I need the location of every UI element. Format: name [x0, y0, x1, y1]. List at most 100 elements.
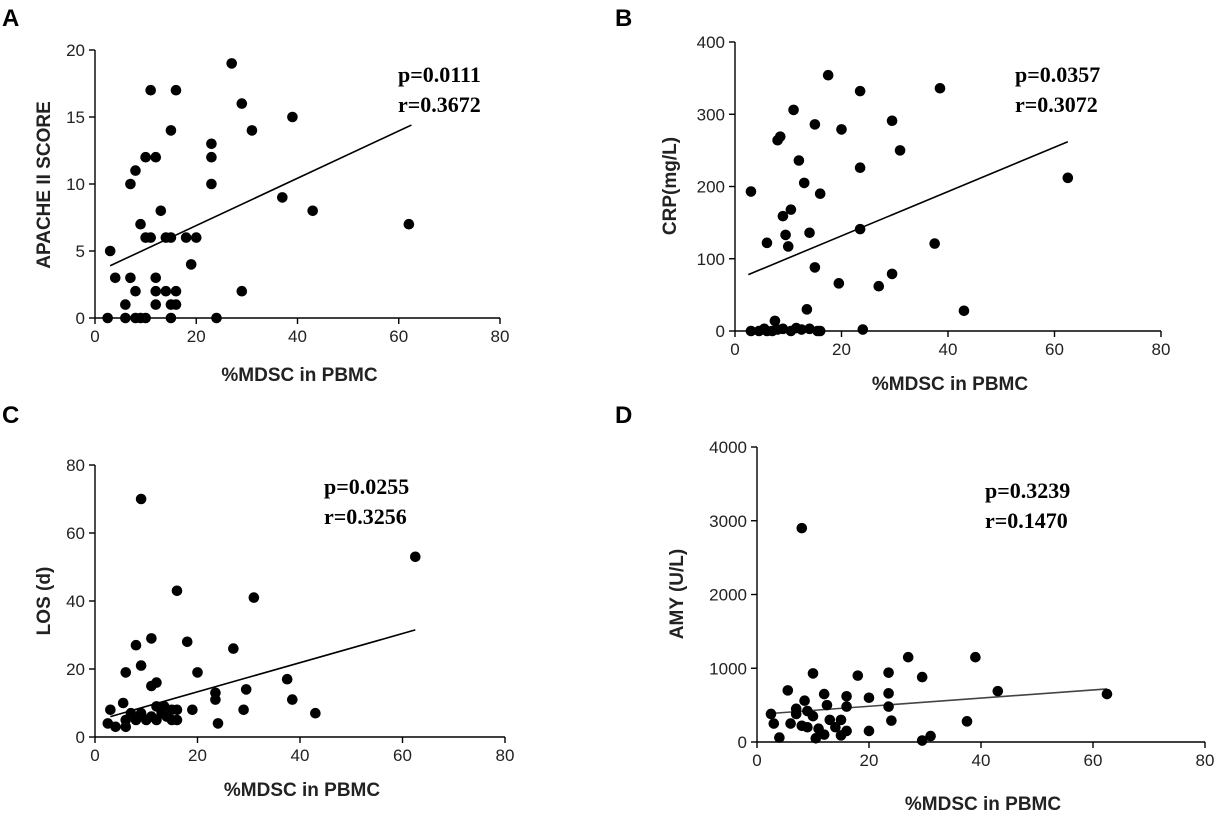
data-point	[774, 732, 785, 743]
data-point	[765, 708, 777, 720]
x-tick-label: 20	[188, 746, 207, 765]
data-point	[187, 704, 198, 716]
x-axis-title: %MDSC in PBMC	[905, 794, 1062, 815]
data-point	[165, 125, 177, 136]
y-tick-label: 0	[76, 309, 85, 328]
data-point	[810, 733, 822, 744]
data-point	[1101, 688, 1113, 700]
data-point	[146, 680, 157, 692]
data-point	[236, 98, 248, 109]
data-point	[140, 312, 151, 324]
x-tick-label: 60	[1084, 751, 1103, 770]
y-tick-label: 2000	[709, 586, 747, 605]
data-point	[146, 633, 157, 644]
data-point	[277, 192, 288, 203]
data-point	[171, 704, 183, 716]
data-point	[140, 714, 152, 726]
data-point	[821, 699, 833, 711]
data-point	[841, 701, 852, 712]
data-point	[130, 285, 141, 297]
data-point	[785, 718, 796, 729]
data-point	[130, 639, 142, 651]
data-point	[110, 721, 121, 733]
y-tick-label: 300	[697, 105, 725, 124]
x-tick-label: 0	[752, 751, 761, 770]
regression-line	[748, 140, 1069, 276]
y-axis-title: CRP(mg/L)	[660, 137, 681, 235]
data-point	[185, 259, 197, 270]
data-point	[809, 119, 821, 130]
x-axis-title: %MDSC in PBMC	[224, 780, 381, 801]
data-point	[814, 325, 826, 337]
data-point	[799, 695, 810, 706]
data-point	[768, 718, 780, 729]
x-tick-label: 60	[393, 746, 412, 765]
data-point	[824, 714, 836, 726]
data-point	[170, 285, 182, 297]
y-tick-label: 0	[76, 728, 85, 747]
data-point	[171, 585, 183, 597]
data-point	[841, 690, 852, 702]
data-point	[180, 232, 192, 243]
y-tick-label: 15	[66, 108, 85, 127]
data-point	[238, 704, 249, 716]
data-point	[165, 232, 177, 243]
y-tick-label: 5	[76, 242, 85, 261]
regression-line	[109, 124, 412, 267]
x-tick-label: 40	[291, 746, 310, 765]
panel-letter: A	[2, 5, 19, 32]
y-axis-title: APACHE II SCORE	[34, 101, 55, 269]
data-point	[211, 312, 222, 324]
y-tick-label: 3000	[709, 512, 747, 531]
panel-a: A 0 5 10 15 20 0 20 40 60 80 %MDSC in PBMC APACHE II…	[2, 5, 509, 386]
data-point	[772, 134, 783, 146]
data-point	[902, 651, 914, 663]
data-point	[796, 324, 807, 335]
data-point	[822, 69, 834, 81]
data-point	[836, 124, 847, 135]
x-tick-label: 0	[90, 327, 99, 346]
data-point	[835, 714, 847, 726]
data-point	[165, 312, 177, 324]
data-point	[236, 285, 248, 297]
data-point	[125, 178, 136, 190]
data-point	[854, 162, 866, 174]
data-point	[170, 299, 182, 310]
data-point	[171, 714, 183, 726]
data-point	[801, 304, 813, 315]
y-tick-label: 60	[66, 524, 85, 543]
data-point	[206, 138, 217, 150]
panel-b: B 0 100 200 300 400 0 20 40 60 80 %MDSC in PBMC CRP(…	[615, 5, 1170, 395]
data-point	[135, 660, 147, 671]
x-tick-label: 80	[496, 746, 515, 765]
data-point	[135, 493, 147, 505]
y-tick-label: 4000	[709, 438, 747, 457]
panel-letter: C	[2, 402, 19, 429]
p-value-label: p=0.0357	[1015, 62, 1100, 87]
r-value-label: r=0.3256	[324, 504, 407, 529]
data-point	[210, 694, 221, 705]
data-point	[916, 735, 928, 746]
x-tick-label: 20	[832, 340, 851, 359]
data-point	[287, 111, 298, 123]
data-point	[814, 188, 826, 200]
data-point	[780, 229, 791, 241]
data-point	[206, 178, 217, 190]
data-point	[835, 730, 847, 741]
y-tick-label: 20	[66, 41, 85, 60]
data-point	[782, 241, 794, 252]
data-point	[857, 324, 869, 335]
data-point	[150, 285, 162, 297]
panel-letter: D	[615, 402, 632, 429]
y-tick-label: 100	[697, 250, 725, 269]
data-point	[140, 151, 151, 163]
data-point	[883, 701, 894, 712]
p-value-label: p=0.0255	[324, 474, 409, 499]
data-point	[894, 145, 906, 156]
data-point	[170, 84, 182, 96]
data-point	[970, 651, 981, 663]
data-point	[117, 697, 129, 709]
panel-letter: B	[615, 5, 632, 32]
data-point	[240, 684, 252, 695]
data-point	[307, 205, 318, 217]
